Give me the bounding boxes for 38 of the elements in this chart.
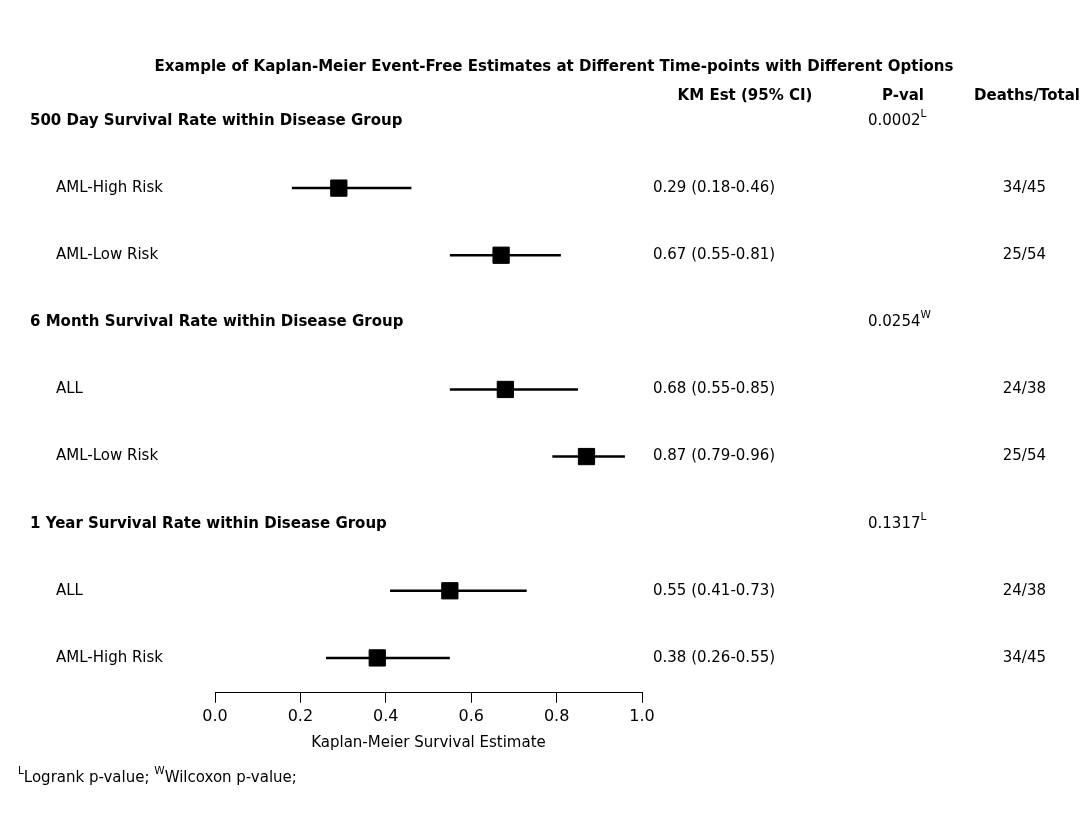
x-tick-label: 1.0 [629, 705, 655, 725]
y-tick-label: 500 Day Survival Rate within Disease Group [30, 110, 403, 129]
data-label: 0.87 (0.79-0.96) [653, 446, 776, 465]
data-label: 0.29 (0.18-0.46) [653, 178, 776, 196]
text: KM Est (95% CI) [677, 85, 813, 104]
text: P-val [882, 85, 924, 104]
point [577, 447, 596, 466]
y2-tick-label: 24/38 [1002, 580, 1047, 599]
x-tick-label: 0.2 [287, 705, 314, 725]
y-tick-label: AML-High Risk [56, 178, 164, 196]
x-tick-label: 0.6 [458, 705, 484, 725]
point [496, 380, 514, 399]
y-tick-label: AML-Low Risk [56, 446, 159, 465]
x-tick-label: 0.0 [202, 705, 228, 725]
data-label: 0.68 (0.55-0.85) [653, 379, 776, 398]
chart-title: Example of Kaplan-Meier Event-Free Estimates at Different Time-points with Different Options [154, 56, 954, 75]
y-tick-label: AML-High Risk [56, 647, 164, 666]
x-axis-title: Kaplan-Meier Survival Estimate [311, 732, 546, 751]
y2-tick-label: 25/54 [1002, 446, 1047, 465]
y2-tick-label: 24/38 [1002, 379, 1047, 398]
data-label: 0.67 (0.55-0.81) [653, 245, 776, 264]
y2-tick-label: 34/45 [1002, 178, 1047, 196]
y-tick-label: 1 Year Survival Rate within Disease Group [30, 513, 388, 532]
y-tick-label: ALL [56, 580, 84, 599]
point [441, 582, 459, 600]
data-label: 0.38 (0.26-0.55) [653, 647, 776, 666]
y-tick-label: AML-Low Risk [56, 245, 159, 264]
data-label: 0.55 (0.41-0.73) [653, 580, 776, 599]
y2-tick-label: 25/54 [1002, 245, 1047, 264]
point [330, 179, 348, 197]
y-tick-label: ALL [56, 379, 84, 398]
y2-tick-label: 34/45 [1002, 647, 1047, 666]
point [492, 246, 510, 264]
text: Deaths/Total [974, 85, 1080, 104]
x-tick-label: 0.8 [543, 705, 570, 725]
x-tick-label: 0.4 [373, 705, 399, 725]
point [368, 649, 386, 667]
y-tick-label: 6 Month Survival Rate within Disease Group [30, 312, 404, 331]
